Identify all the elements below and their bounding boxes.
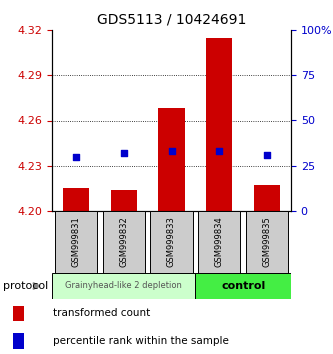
Bar [103,211,145,273]
Text: GSM999831: GSM999831 [71,217,80,267]
Point [217,148,222,154]
Bar [198,211,240,273]
Bar [206,38,232,211]
Text: transformed count: transformed count [53,308,151,318]
Point [264,152,270,158]
Point [121,150,126,156]
Title: GDS5113 / 10424691: GDS5113 / 10424691 [97,12,246,26]
Text: Grainyhead-like 2 depletion: Grainyhead-like 2 depletion [65,281,182,291]
Bar [159,108,184,211]
Text: percentile rank within the sample: percentile rank within the sample [53,336,229,346]
Text: GSM999835: GSM999835 [263,217,272,267]
Point [73,154,79,160]
Point [169,148,174,154]
Bar [55,211,97,273]
Text: GSM999832: GSM999832 [119,217,128,267]
Bar [13,306,24,321]
Text: protocol: protocol [3,281,49,291]
Text: control: control [221,281,265,291]
Bar [195,273,291,299]
Bar [63,188,89,211]
Bar [254,185,280,211]
Bar [111,190,137,211]
Text: GSM999833: GSM999833 [167,217,176,267]
Bar [13,333,24,348]
Bar [151,211,192,273]
Bar [52,273,195,299]
Text: GSM999834: GSM999834 [215,217,224,267]
Bar [246,211,288,273]
